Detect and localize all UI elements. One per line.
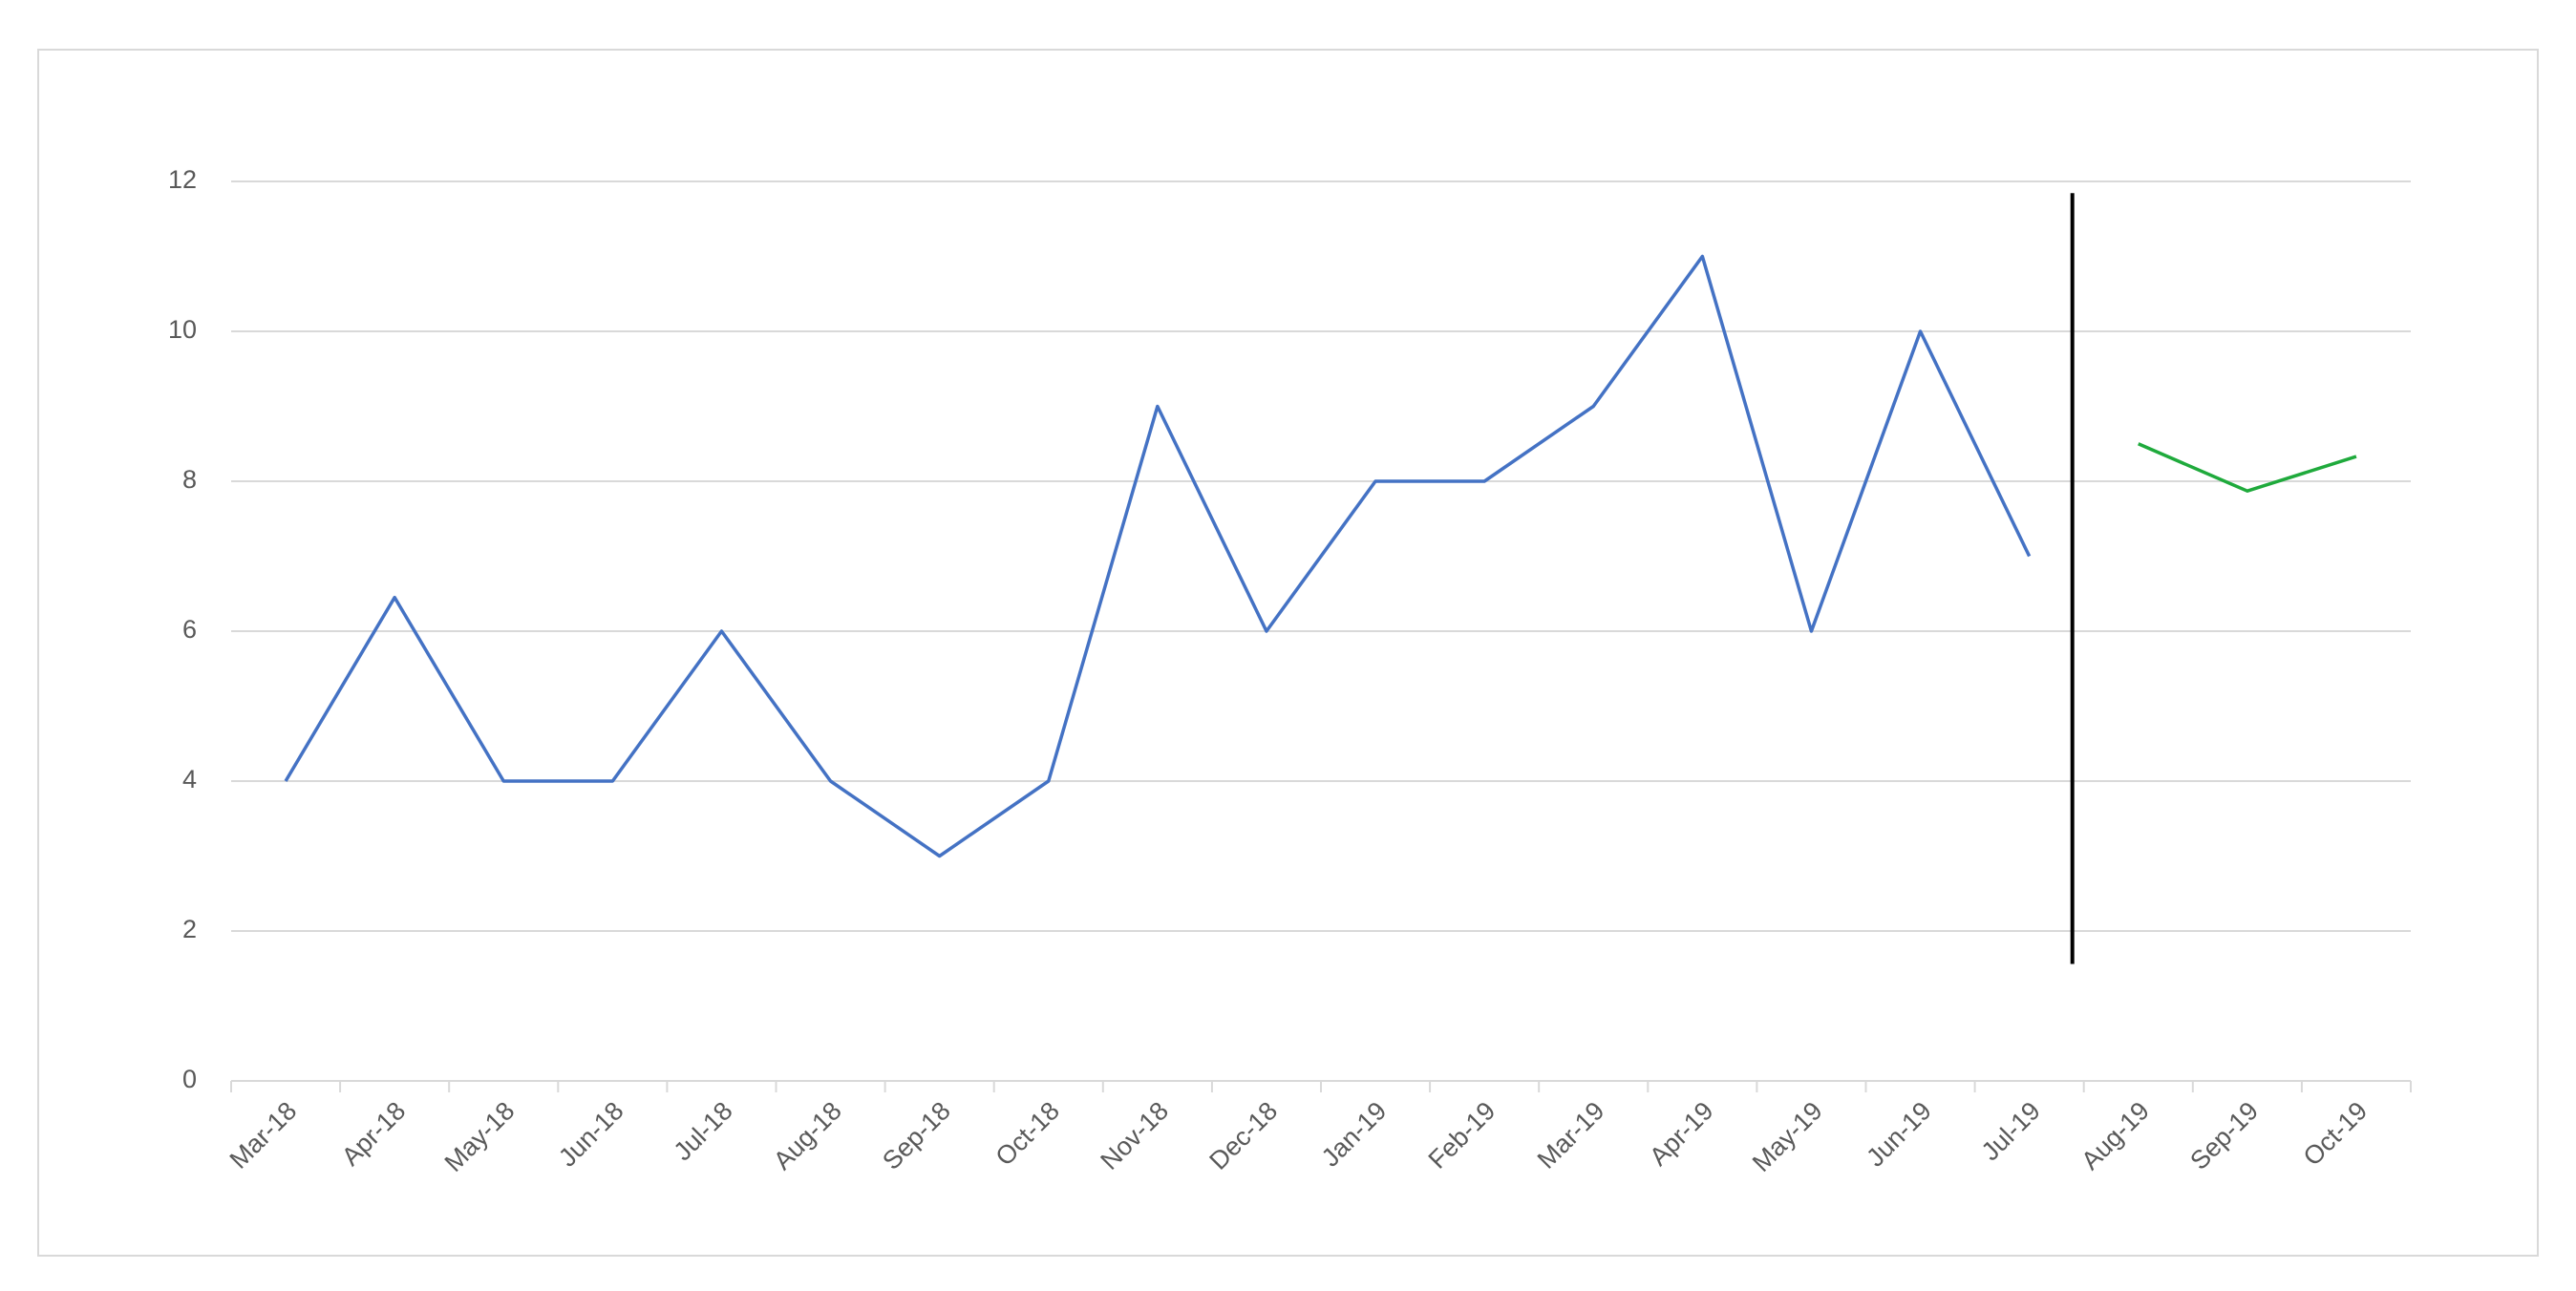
y-tick-label: 0 (182, 1065, 197, 1093)
y-tick-label: 4 (182, 765, 197, 794)
data-line (284, 254, 2032, 858)
chart-border (37, 49, 2539, 1257)
y-tick-label: 8 (182, 465, 197, 494)
y-tick-label: 6 (182, 615, 197, 644)
y-tick-label: 2 (182, 915, 197, 943)
data-line (2138, 442, 2357, 493)
y-tick-label: 10 (168, 315, 197, 344)
y-tick-label: 12 (168, 165, 197, 194)
